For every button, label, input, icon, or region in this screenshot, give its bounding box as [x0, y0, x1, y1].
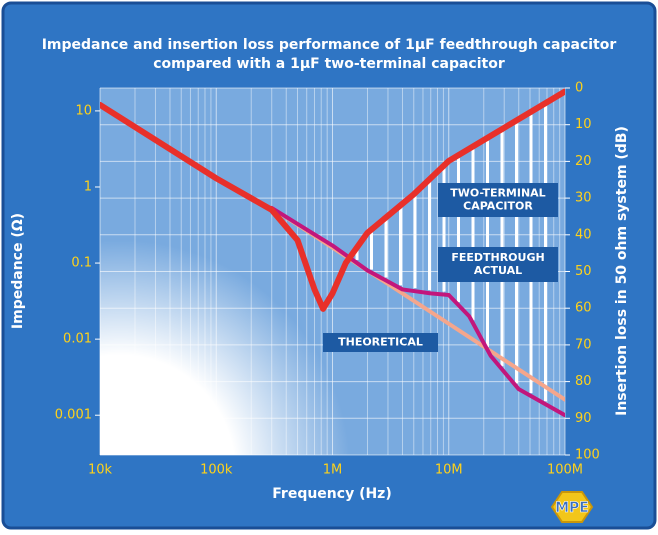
y2-axis-label: Insertion loss in 50 ohm system (dB)	[614, 126, 630, 416]
y-tick-label: 0.1	[71, 256, 92, 271]
y-tick-label: 0.001	[55, 408, 92, 423]
x-tick-label: 10k	[88, 463, 113, 478]
y-tick-label: 0.01	[63, 332, 92, 347]
y2-tick-label: 70	[575, 337, 592, 352]
annotation: CAPACITOR	[463, 200, 533, 213]
x-tick-label: 100M	[547, 463, 583, 478]
y2-tick-label: 60	[575, 301, 592, 316]
series-line	[100, 88, 565, 312]
x-axis-label: Frequency (Hz)	[272, 486, 391, 502]
annotation-box	[438, 247, 558, 282]
annotation: TWO-TERMINAL	[450, 187, 545, 200]
chart-subtitle: compared with a 1µF two-terminal capacit…	[153, 56, 505, 72]
chart-title: Impedance and insertion loss performance…	[42, 37, 617, 53]
x-tick-label: 10M	[435, 463, 463, 478]
y-tick-label: 1	[84, 179, 92, 194]
annotation: THEORETICAL	[338, 336, 423, 349]
annotation-box	[438, 183, 558, 217]
y2-tick-label: 40	[575, 227, 592, 242]
y2-tick-label: 20	[575, 154, 592, 169]
logo-hexagon	[550, 491, 594, 523]
y2-tick-label: 100	[575, 448, 600, 463]
y2-tick-label: 0	[575, 81, 583, 96]
annotation-box	[323, 333, 438, 352]
y2-tick-label: 90	[575, 411, 592, 426]
annotation: ACTUAL	[474, 264, 522, 277]
x-tick-label: 100k	[200, 463, 233, 478]
y2-tick-label: 50	[575, 264, 592, 279]
y-tick-label: 10	[75, 103, 92, 118]
y2-tick-label: 80	[575, 374, 592, 389]
y2-tick-label: 30	[575, 191, 592, 206]
x-tick-label: 1M	[323, 463, 343, 478]
logo: MPE	[555, 500, 589, 516]
y2-tick-label: 10	[575, 117, 592, 132]
annotation: FEEDTHROUGH	[451, 251, 544, 264]
y-axis-label: Impedance (Ω)	[10, 213, 26, 329]
